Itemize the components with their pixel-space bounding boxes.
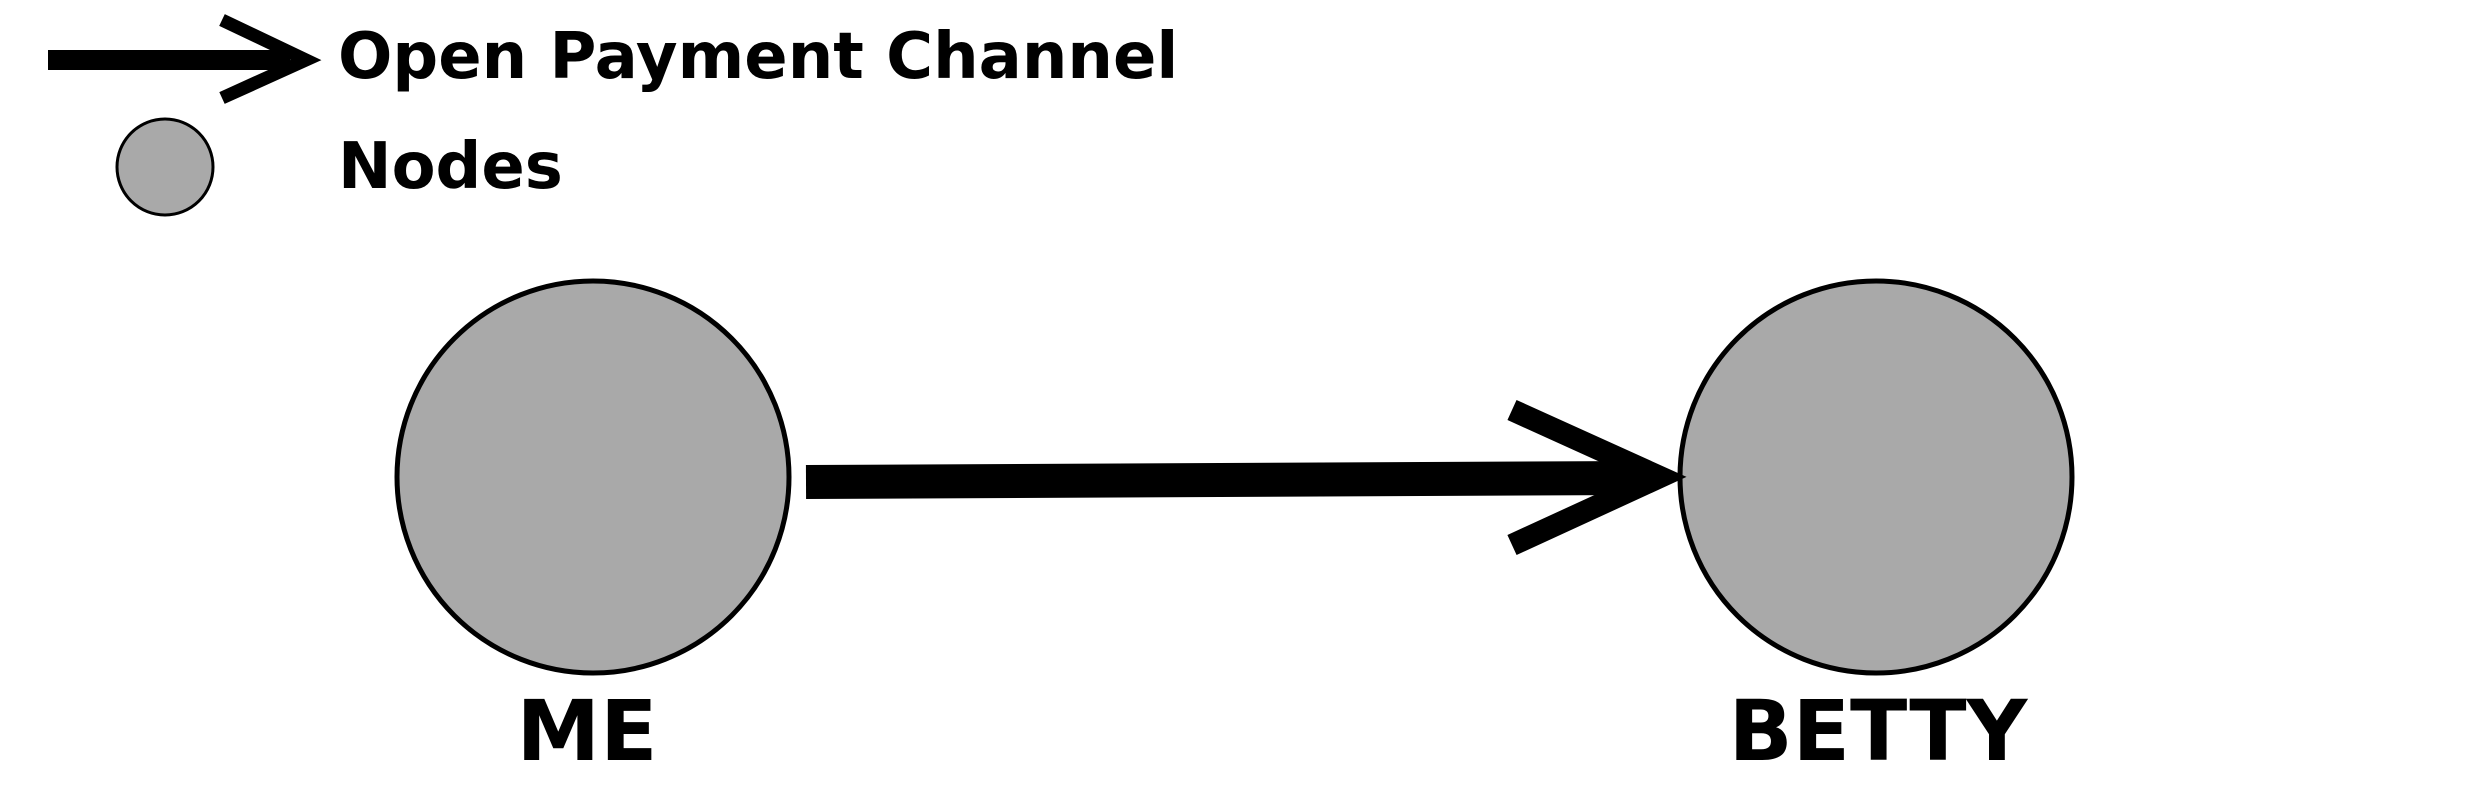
legend: Open Payment Channel Nodes bbox=[48, 14, 1178, 217]
legend-item-nodes: Nodes bbox=[115, 117, 563, 217]
node-betty-label: BETTY bbox=[1729, 682, 2029, 780]
channel-arrow-head bbox=[1507, 399, 1687, 555]
node-circle-icon bbox=[115, 117, 215, 217]
arrow-icon bbox=[48, 14, 322, 104]
channel-arrow-shaft bbox=[805, 461, 1641, 499]
legend-label-nodes: Nodes bbox=[338, 130, 563, 204]
node-me-label: ME bbox=[517, 682, 658, 780]
node-betty: BETTY bbox=[1677, 278, 2075, 780]
channel-arrow-me-to-betty bbox=[805, 399, 1687, 555]
legend-item-channel: Open Payment Channel bbox=[48, 14, 1178, 104]
legend-label-channel: Open Payment Channel bbox=[338, 20, 1178, 94]
node-me-circle bbox=[394, 278, 792, 676]
node-me: ME bbox=[394, 278, 792, 780]
node-betty-circle bbox=[1677, 278, 2075, 676]
